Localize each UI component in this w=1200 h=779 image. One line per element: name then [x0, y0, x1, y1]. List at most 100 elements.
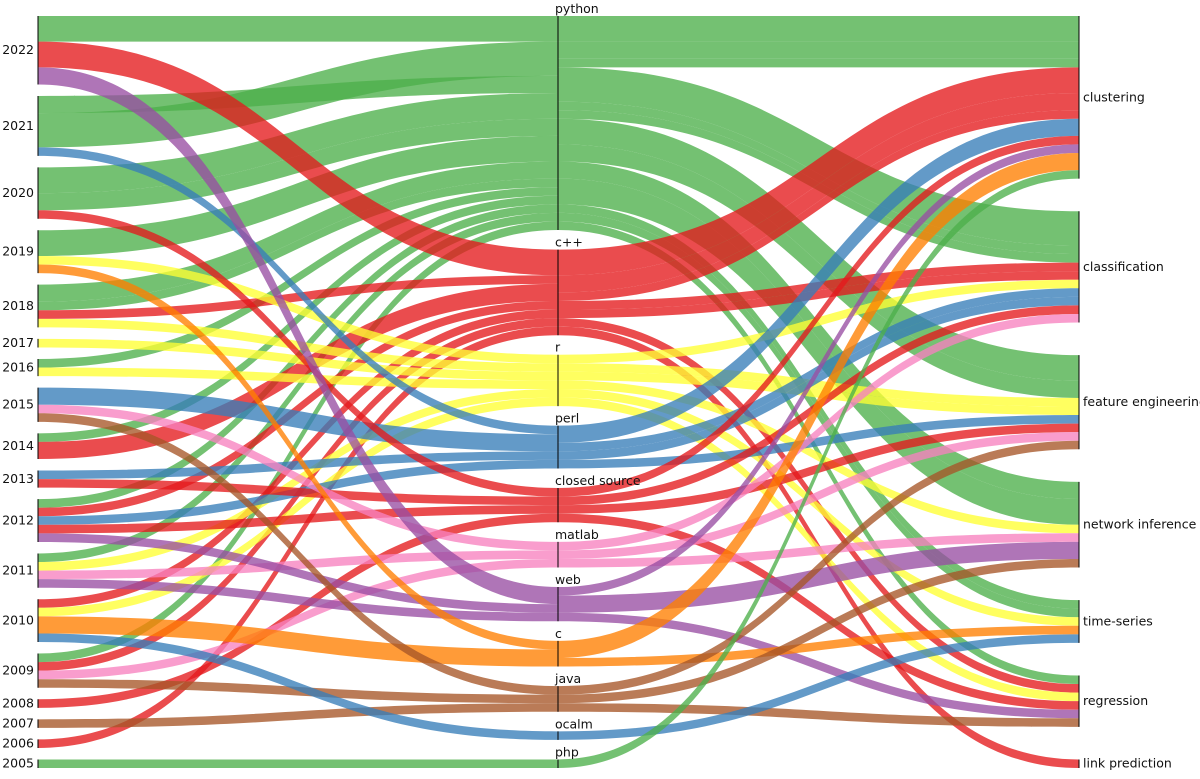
flow-2014-python	[38, 195, 558, 442]
flow-web-clustering	[558, 144, 1079, 596]
language-label-perl: perl	[555, 411, 579, 426]
flow-r-network-inference	[558, 380, 1079, 534]
language-label-php: php	[555, 744, 579, 759]
flow-ocalm-time-series	[558, 634, 1079, 740]
flow-2011-python	[38, 212, 558, 563]
flow-2012-closed-source	[38, 505, 558, 534]
flow-php-clustering	[558, 170, 1079, 768]
flow-2018-python	[38, 178, 558, 311]
year-label-2020: 2020	[2, 185, 34, 200]
language-label-c: c	[555, 626, 562, 641]
year-label-2019: 2019	[2, 244, 34, 259]
flow-python-clustering	[558, 58, 1079, 68]
year-label-2013: 2013	[2, 471, 34, 486]
flow-python-feature-engineering	[558, 118, 1079, 381]
flow-2009-matlab	[38, 558, 558, 680]
year-label-2011: 2011	[2, 563, 34, 578]
task-label-time-series: time-series	[1083, 613, 1153, 628]
flow-2015-perl	[38, 387, 558, 452]
year-label-2008: 2008	[2, 696, 34, 711]
flow-2014-c-	[38, 283, 558, 460]
flow-c--classification	[558, 271, 1079, 319]
flow-2010-c	[38, 616, 558, 667]
flow-perl-classification	[558, 296, 1079, 460]
flow-web-regression	[558, 612, 1079, 719]
language-label-java: java	[554, 671, 581, 686]
task-label-link-prediction: link prediction	[1083, 756, 1172, 771]
year-label-2009: 2009	[2, 663, 34, 678]
task-label-regression: regression	[1083, 693, 1148, 708]
flow-matlab-feature-engineering	[558, 432, 1079, 559]
flow-c--clustering	[558, 67, 1079, 276]
flow-2005-php	[38, 759, 558, 768]
year-label-2012: 2012	[2, 513, 34, 528]
flow-python-network-inference	[558, 178, 1079, 525]
flow-c--clustering	[558, 110, 1079, 301]
flow-2010-r	[38, 397, 558, 617]
flow-2022-c-	[38, 41, 558, 276]
flow-2011-web	[38, 579, 558, 622]
year-label-2022: 2022	[2, 42, 34, 57]
language-label-matlab: matlab	[555, 527, 599, 542]
flow-java-feature-engineering	[558, 440, 1079, 695]
flow-python-time-series	[558, 212, 1079, 618]
flow-r-feature-engineering	[558, 371, 1079, 416]
flow-2018-python	[38, 161, 558, 302]
language-label-web: web	[555, 572, 581, 587]
flow-2015-java	[38, 413, 558, 695]
flow-2016-r	[38, 367, 558, 389]
flow-r-time-series	[558, 388, 1079, 626]
flow-c-time-series	[558, 625, 1079, 667]
flow-2013-perl	[38, 451, 558, 480]
flow-2020-closed-source	[38, 210, 558, 497]
flow-2018-r	[38, 318, 558, 372]
flow-2019-c	[38, 264, 558, 650]
task-label-classification: classification	[1083, 259, 1164, 274]
year-label-2014: 2014	[2, 438, 34, 453]
year-label-2015: 2015	[2, 397, 34, 412]
flow-2017-r	[38, 338, 558, 381]
flow-2012-c-	[38, 300, 558, 517]
flow-java-network-inference	[558, 558, 1079, 704]
flow-python-classification	[558, 67, 1079, 246]
flow-2011-matlab	[38, 550, 558, 580]
language-label-r: r	[555, 340, 561, 355]
flow-closed-source-clustering	[558, 135, 1079, 497]
flow-2012-web	[38, 533, 558, 613]
flow-2022-python	[38, 16, 558, 42]
year-label-2016: 2016	[2, 360, 34, 375]
flow-2019-r	[38, 255, 558, 364]
language-label-c-: c++	[555, 235, 583, 250]
flows-layer	[38, 16, 1079, 768]
flow-perl-feature-engineering	[558, 415, 1079, 469]
flow-2006-c-	[38, 326, 558, 748]
flow-2015-matlab	[38, 404, 558, 551]
flow-java-regression	[558, 703, 1079, 727]
year-label-2010: 2010	[2, 613, 34, 628]
flow-c-clustering	[558, 152, 1079, 658]
flow-2021-python	[38, 75, 558, 114]
task-label-feature-engineering: feature engineering	[1083, 394, 1200, 409]
axes-layer	[37, 16, 1080, 768]
flow-python-clustering	[558, 16, 1079, 42]
year-label-2017: 2017	[2, 335, 34, 350]
year-label-2007: 2007	[2, 716, 34, 731]
year-label-2006: 2006	[2, 736, 34, 751]
flow-2022-web	[38, 67, 558, 605]
flow-2013-closed-source	[38, 479, 558, 506]
flow-perl-clustering	[558, 118, 1079, 443]
flow-python-clustering	[558, 41, 1079, 59]
flow-2007-java	[38, 703, 558, 728]
language-label-closed-source: closed source	[555, 473, 641, 488]
flow-r-classification	[558, 279, 1079, 364]
flow-python-network-inference	[558, 161, 1079, 500]
year-label-2005: 2005	[2, 756, 34, 771]
flow-2009-java	[38, 679, 558, 704]
flow-closed-source-regression	[558, 513, 1079, 710]
flow-2016-python	[38, 187, 558, 368]
language-label-python: python	[555, 1, 599, 16]
task-label-clustering: clustering	[1083, 89, 1145, 104]
flow-matlab-classification	[558, 313, 1079, 551]
